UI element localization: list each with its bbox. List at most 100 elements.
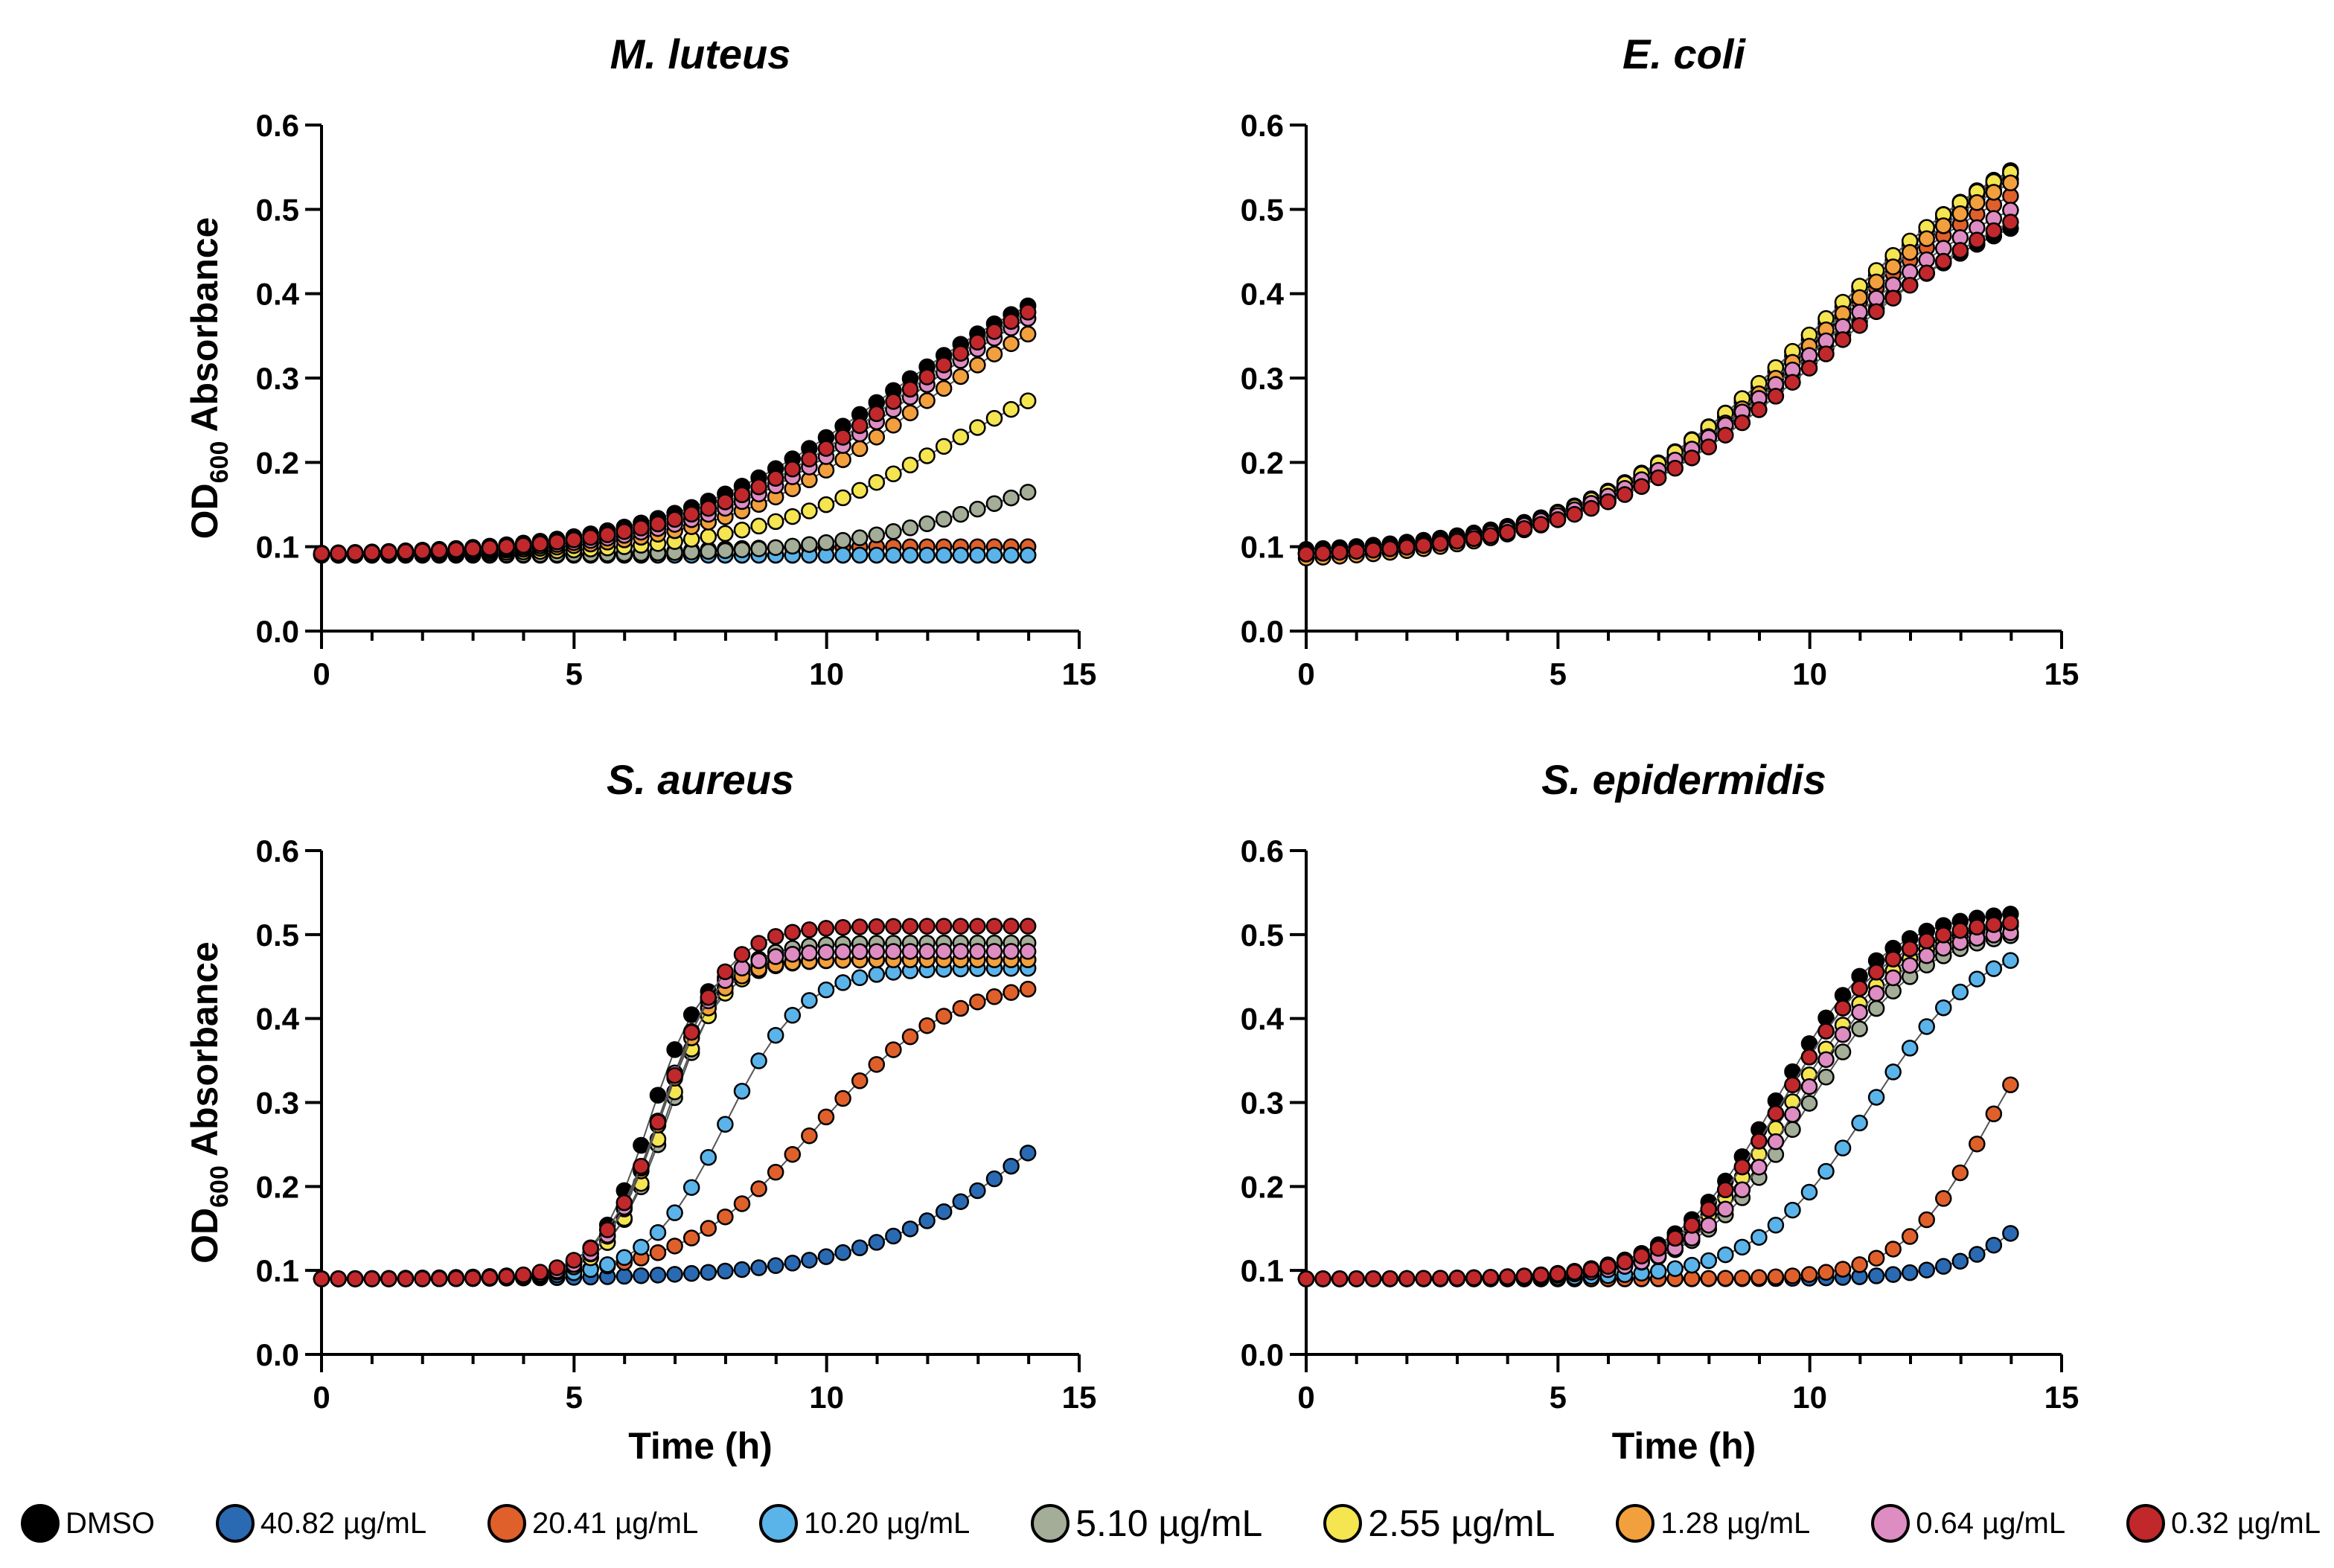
data-point xyxy=(1884,1063,1902,1081)
data-point xyxy=(397,1270,415,1287)
data-point xyxy=(1003,313,1020,330)
data-point xyxy=(1800,1183,1818,1201)
data-point xyxy=(985,546,1003,564)
data-point xyxy=(918,368,936,385)
data-point xyxy=(1851,1020,1868,1037)
data-point xyxy=(380,543,397,561)
data-point xyxy=(666,1238,683,1255)
data-point xyxy=(1935,927,1952,944)
data-point xyxy=(834,1089,851,1107)
data-point xyxy=(985,918,1003,935)
data-point xyxy=(834,943,851,961)
data-point xyxy=(901,519,919,537)
data-point xyxy=(649,1087,667,1104)
data-point xyxy=(1684,449,1701,467)
data-point xyxy=(1700,1270,1718,1287)
data-point xyxy=(1901,956,1919,974)
legend-label: 0.64 µg/mL xyxy=(1916,1506,2066,1540)
data-point xyxy=(682,505,700,523)
chart-panel-1: E. coli 0.0 0.1 0.2 0.3 0.4 0.5 0.6 0 5 10 15 xyxy=(1241,31,2079,691)
data-point xyxy=(1817,1162,1835,1180)
series-8 xyxy=(313,918,1037,1287)
legend-item: 20.41 µg/mL xyxy=(487,1504,698,1543)
data-point xyxy=(1003,1157,1020,1175)
data-point xyxy=(1901,1228,1919,1245)
data-point xyxy=(498,1268,515,1285)
data-point xyxy=(1700,1252,1718,1270)
data-point xyxy=(700,1148,717,1166)
data-point xyxy=(1901,277,1919,294)
data-point xyxy=(851,417,869,435)
legend-label: 5.10 µg/mL xyxy=(1075,1503,1263,1544)
legend-swatch xyxy=(1031,1504,1070,1543)
data-point xyxy=(801,536,818,553)
data-point xyxy=(801,1127,818,1145)
data-point xyxy=(666,1204,683,1221)
data-point xyxy=(1717,1200,1734,1218)
data-point xyxy=(868,943,886,960)
data-point xyxy=(363,544,381,561)
data-point xyxy=(985,345,1003,362)
data-point xyxy=(1649,1262,1667,1280)
data-point xyxy=(784,1007,802,1024)
chart-panel-0: M. luteus 0.0 0.1 0.2 0.3 0.4 0.5 0.6 0 5 10 15 OD60… xyxy=(184,31,1096,691)
data-point xyxy=(481,1269,499,1286)
data-point xyxy=(1884,1241,1902,1258)
data-point xyxy=(1717,426,1734,444)
data-point xyxy=(817,1108,835,1126)
data-point xyxy=(868,1234,886,1251)
data-point xyxy=(885,523,902,540)
y-tick-label: 0.3 xyxy=(1241,361,1284,396)
data-point xyxy=(851,481,869,499)
data-point xyxy=(1767,1133,1785,1151)
data-point xyxy=(918,447,936,464)
data-point xyxy=(717,1116,734,1133)
data-point xyxy=(969,356,986,374)
data-point xyxy=(649,1113,667,1131)
x-tick-label: 0 xyxy=(313,1380,330,1415)
data-point xyxy=(633,1267,650,1284)
data-point xyxy=(700,988,717,1006)
data-point xyxy=(1314,545,1331,562)
data-point xyxy=(1750,1159,1768,1176)
data-point xyxy=(1867,303,1885,320)
data-point xyxy=(598,526,616,543)
data-point xyxy=(1951,983,1969,1001)
y-tick-label: 0.4 xyxy=(1241,1002,1285,1037)
data-point xyxy=(565,1252,583,1269)
y-tick-label: 0.6 xyxy=(256,108,299,143)
data-point xyxy=(1918,932,1935,950)
data-point xyxy=(851,546,869,564)
data-point xyxy=(700,528,717,545)
data-point xyxy=(969,1182,986,1200)
chart-panel-2: S. aureus 0.0 0.1 0.2 0.3 0.4 0.5 0.6 0 5 10 15 Time… xyxy=(184,756,1096,1467)
chart-title: S. aureus xyxy=(607,756,794,803)
data-point xyxy=(1599,1258,1617,1275)
x-tick-label: 10 xyxy=(1792,1380,1827,1415)
data-point xyxy=(2002,914,2019,932)
data-point xyxy=(1800,1266,1818,1283)
data-point xyxy=(1969,1135,1986,1153)
data-point xyxy=(1867,964,1885,981)
data-point xyxy=(1733,1181,1751,1199)
data-point xyxy=(969,500,986,518)
x-axis-title: Time (h) xyxy=(1612,1425,1756,1467)
data-point xyxy=(1331,543,1349,561)
data-point xyxy=(935,546,953,564)
legend-swatch xyxy=(487,1504,526,1543)
data-point xyxy=(1003,400,1020,418)
data-point xyxy=(1767,388,1785,405)
x-tick-label: 10 xyxy=(809,656,844,691)
data-point xyxy=(616,523,633,540)
data-point xyxy=(868,1056,886,1073)
x-tick-label: 5 xyxy=(1550,656,1567,691)
data-point xyxy=(1969,918,1986,936)
data-point xyxy=(1935,1258,1952,1275)
data-point xyxy=(868,966,886,983)
series-line xyxy=(1305,932,2011,1280)
chart-title: S. epidermidis xyxy=(1541,756,1826,803)
data-point xyxy=(901,456,919,474)
data-point xyxy=(750,952,767,970)
data-point xyxy=(801,450,818,468)
series-line xyxy=(1305,170,2011,554)
